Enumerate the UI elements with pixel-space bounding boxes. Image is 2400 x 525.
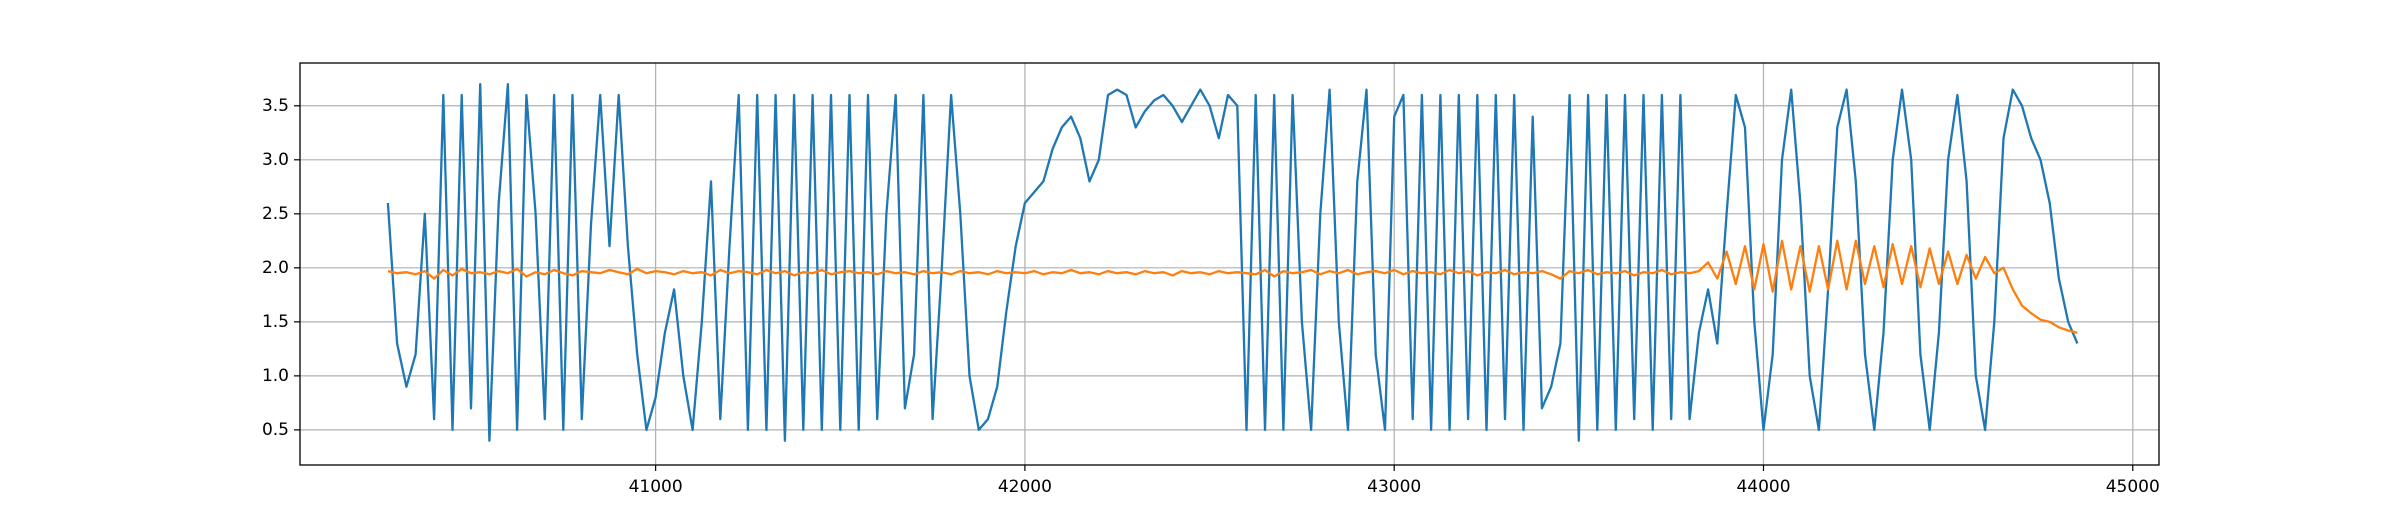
y-tick-label: 3.5 xyxy=(262,96,289,116)
y-tick-label: 3.0 xyxy=(262,150,289,170)
series-line xyxy=(386,83,2079,442)
y-tick-label: 1.5 xyxy=(262,312,289,332)
plot-lines xyxy=(386,83,2079,442)
series-line xyxy=(387,239,2078,334)
y-tick-label: 2.0 xyxy=(262,258,289,278)
y-tick-label: 0.5 xyxy=(262,420,289,440)
x-tick-label: 43000 xyxy=(1367,477,1421,497)
x-tick-label: 45000 xyxy=(2106,477,2160,497)
x-tick-label: 41000 xyxy=(629,477,683,497)
x-tick-label: 42000 xyxy=(998,477,1052,497)
y-tick-label: 2.5 xyxy=(262,204,289,224)
plot-frame xyxy=(299,62,2160,466)
ticks: 41000 42000 43000 44000 45000 0.5 1.0 1.5 2.0 2.5… xyxy=(262,96,2160,497)
y-tick-label: 1.0 xyxy=(262,366,289,386)
x-tick-label: 44000 xyxy=(1736,477,1790,497)
